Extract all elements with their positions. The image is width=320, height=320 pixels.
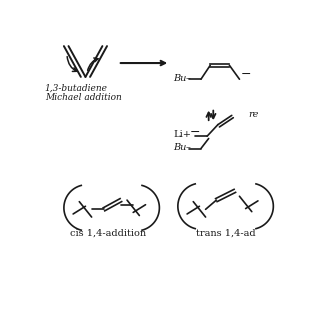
Text: Li+: Li+: [173, 130, 191, 139]
Text: cis 1,4-addition: cis 1,4-addition: [70, 228, 147, 237]
Text: 1,3-butadiene: 1,3-butadiene: [45, 84, 108, 93]
Text: –: –: [186, 143, 190, 152]
Text: −: −: [189, 126, 200, 139]
Text: re: re: [249, 110, 259, 119]
Text: trans 1,4-ad: trans 1,4-ad: [196, 228, 255, 237]
Text: Michael addition: Michael addition: [45, 93, 121, 102]
Text: Bu: Bu: [173, 74, 187, 83]
Text: −: −: [241, 68, 252, 81]
Text: –: –: [186, 74, 190, 83]
Text: Bu: Bu: [173, 143, 187, 152]
